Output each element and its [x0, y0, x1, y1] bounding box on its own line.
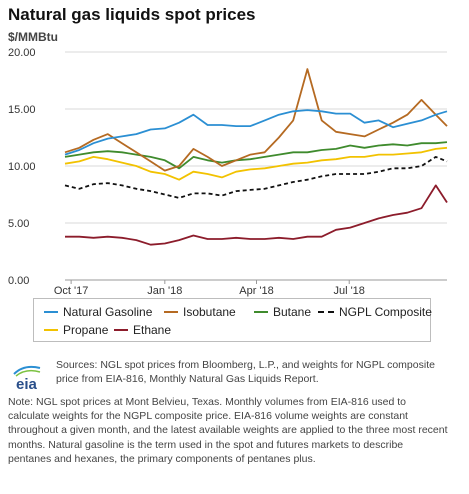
- legend-label-natural-gasoline: Natural Gasoline: [63, 305, 153, 319]
- series-line-isobutane: [64, 68, 448, 172]
- legend-item-ethane: Ethane: [114, 323, 171, 337]
- legend-swatch-ngpl-composite: [318, 311, 334, 313]
- legend-label-isobutane: Isobutane: [183, 305, 236, 319]
- legend-swatch-natural-gasoline: [44, 311, 58, 313]
- legend-swatch-butane: [254, 311, 268, 313]
- series-line-ethane: [65, 184, 448, 246]
- svg-text:eia: eia: [16, 376, 38, 392]
- x-tick-label: Oct '17: [54, 285, 89, 297]
- legend-item-butane: Butane: [254, 305, 311, 319]
- legend-swatch-propane: [44, 329, 58, 331]
- legend-label-butane: Butane: [273, 305, 312, 319]
- legend-item-propane: Propane: [44, 323, 108, 337]
- y-tick-label: 5.00: [8, 218, 29, 230]
- series-lines: [64, 68, 448, 246]
- legend-label-propane: Propane: [63, 323, 109, 337]
- legend: Natural Gasoline Isobutane Butane NGPL C…: [33, 298, 432, 342]
- note-text: Note: NGL spot prices at Mont Belvieu, T…: [8, 396, 448, 465]
- legend-item-isobutane: Isobutane: [164, 305, 236, 319]
- legend-swatch-isobutane: [164, 311, 178, 313]
- y-tick-label: 10.00: [8, 161, 36, 173]
- line-chart: 0.00 5.00 10.00 15.00 20.00 Oct '17 Jan '18 Apr…: [8, 47, 448, 297]
- source-text: Sources: NGL spot prices from Bloomberg,…: [56, 359, 435, 385]
- legend-item-natural-gasoline: Natural Gasoline: [44, 305, 152, 319]
- grid-lines: [65, 51, 447, 281]
- legend-label-ethane: Ethane: [133, 323, 172, 337]
- eia-logo-icon: eia: [13, 365, 41, 392]
- y-tick-label: 0.00: [8, 275, 29, 287]
- legend-label-ngpl-composite: NGPL Composite: [339, 305, 432, 319]
- source-block: eia Sources: NGL spot prices from Bloomb…: [8, 358, 463, 394]
- y-tick-label: 20.00: [8, 47, 36, 59]
- y-tick-label: 15.00: [8, 104, 36, 116]
- axis-labels: 0.00 5.00 10.00 15.00 20.00 Oct '17 Jan '18 Apr…: [8, 47, 365, 297]
- x-tick-label: Jul '18: [333, 285, 364, 297]
- x-tick-label: Jan '18: [147, 285, 182, 297]
- y-axis-unit: $/MMBtu: [8, 30, 58, 44]
- series-line-ngpl-composite: [64, 155, 448, 199]
- series-line-propane: [64, 146, 448, 181]
- legend-swatch-ethane: [114, 329, 128, 331]
- x-tick-label: Apr '18: [239, 285, 274, 297]
- legend-item-ngpl-composite: NGPL Composite: [318, 305, 432, 319]
- series-line-butane: [64, 141, 448, 170]
- series-line-natural-gasoline: [64, 109, 448, 156]
- chart-title: Natural gas liquids spot prices: [8, 5, 256, 24]
